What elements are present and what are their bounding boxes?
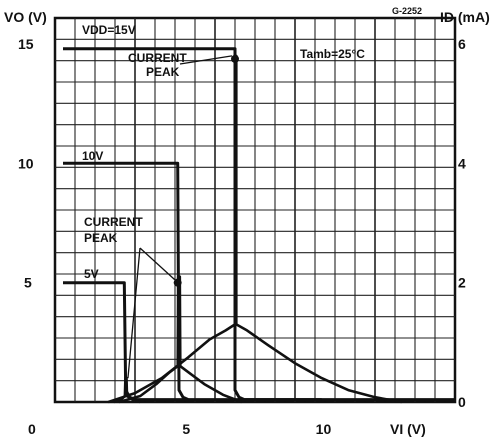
- grid-lines: [53, 16, 457, 404]
- curve-10v: [63, 161, 322, 402]
- y-right-tick-label: 2: [458, 275, 466, 291]
- svg-text:CURRENT: CURRENT: [84, 215, 143, 229]
- figure-code: G-2252: [392, 6, 422, 16]
- y-right-tick-label: 4: [458, 155, 466, 171]
- y-right-axis-label: ID (mA): [440, 9, 490, 25]
- annotation-arrow: [139, 247, 176, 281]
- current-peak-dot: [231, 54, 239, 63]
- annotation-current-peak-lower: CURRENT PEAK: [84, 215, 143, 245]
- current-peak-dot: [173, 278, 182, 287]
- series-label-10v: 10V: [82, 149, 103, 163]
- curve-id-10v: [118, 275, 243, 404]
- y-left-tick-label: 15: [18, 36, 34, 52]
- x-tick-label: 5: [182, 421, 190, 437]
- y-left-tick-label: 10: [18, 155, 34, 171]
- annotation-arrows: [127, 54, 239, 379]
- y-left-axis-label: VO (V): [4, 9, 47, 25]
- y-right-tick-label: 6: [458, 36, 466, 52]
- svg-text:CURRENT: CURRENT: [128, 51, 187, 65]
- svg-text:PEAK: PEAK: [84, 231, 118, 245]
- x-tick-label: 0: [28, 421, 36, 437]
- x-axis-label: VI (V): [390, 421, 426, 437]
- temperature-label: Tamb=25°C: [300, 47, 365, 61]
- curve-id-5v: [113, 376, 141, 404]
- annotation-arrow: [127, 247, 141, 379]
- annotation-current-peak-upper: CURRENT PEAK: [128, 51, 187, 79]
- annotation-arrow: [179, 55, 233, 65]
- y-right-tick-label: 0: [458, 394, 466, 410]
- tick-labels: 0 5 10 5 10 15 0 2 4 6: [18, 36, 466, 437]
- supply-label: VDD=15V: [82, 23, 136, 37]
- x-tick-label: 10: [316, 421, 332, 437]
- svg-text:PEAK: PEAK: [146, 65, 180, 79]
- series-label-5v: 5V: [84, 267, 99, 281]
- y-left-tick-label: 5: [24, 275, 32, 291]
